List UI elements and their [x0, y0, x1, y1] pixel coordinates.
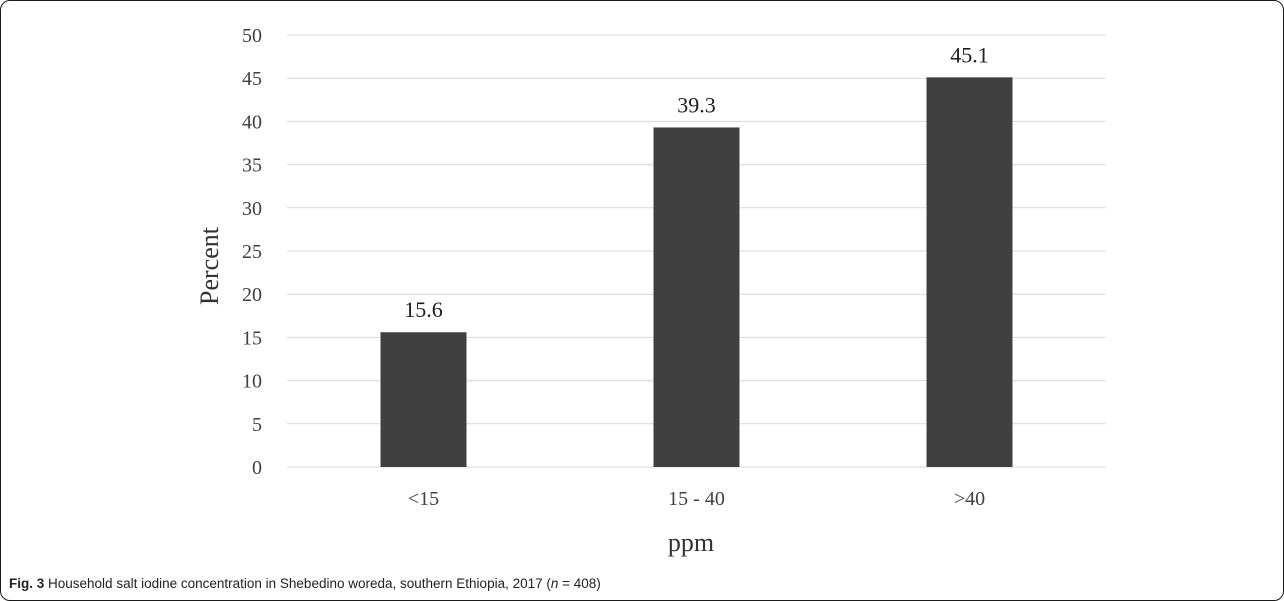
x-axis-title: ppm — [668, 528, 714, 557]
y-tick-label: 35 — [242, 155, 262, 177]
y-tick-label: 25 — [242, 241, 262, 263]
bar — [380, 332, 467, 467]
bar — [653, 127, 740, 467]
bar-chart: 0 5 10 15 20 25 30 35 40 45 50 15.6 39.3 45.1 <15 15 … — [195, 25, 1106, 557]
figure-label: Fig. 3 — [9, 576, 45, 591]
y-tick-label: 0 — [252, 457, 262, 479]
y-tick-label: 5 — [252, 414, 262, 436]
data-label: 39.3 — [677, 92, 716, 117]
y-tick-label: 40 — [242, 111, 262, 133]
caption-text: Household salt iodine concentration in S… — [44, 576, 551, 591]
x-tick-labels: <15 15 - 40 >40 — [408, 488, 985, 510]
y-tick-label: 30 — [242, 198, 262, 220]
data-labels: 15.6 39.3 45.1 — [404, 42, 989, 322]
y-tick-label: 10 — [242, 371, 262, 393]
caption-text-end: = 408) — [558, 576, 601, 591]
y-tick-label: 15 — [242, 327, 262, 349]
y-tick-labels: 0 5 10 15 20 25 30 35 40 45 50 — [242, 25, 262, 479]
bars — [380, 77, 1013, 467]
data-label: 45.1 — [950, 42, 989, 67]
y-tick-label: 20 — [242, 284, 262, 306]
y-tick-label: 45 — [242, 68, 262, 90]
y-axis-title: Percent — [195, 226, 224, 305]
x-tick-label: <15 — [408, 488, 439, 510]
x-tick-label: >40 — [954, 488, 985, 510]
bar — [926, 77, 1013, 467]
data-label: 15.6 — [404, 297, 443, 322]
caption-n: n — [550, 576, 559, 591]
x-tick-label: 15 - 40 — [668, 488, 725, 510]
figure-caption: Fig. 3 Household salt iodine concentrati… — [9, 576, 601, 591]
y-tick-label: 50 — [242, 25, 262, 47]
